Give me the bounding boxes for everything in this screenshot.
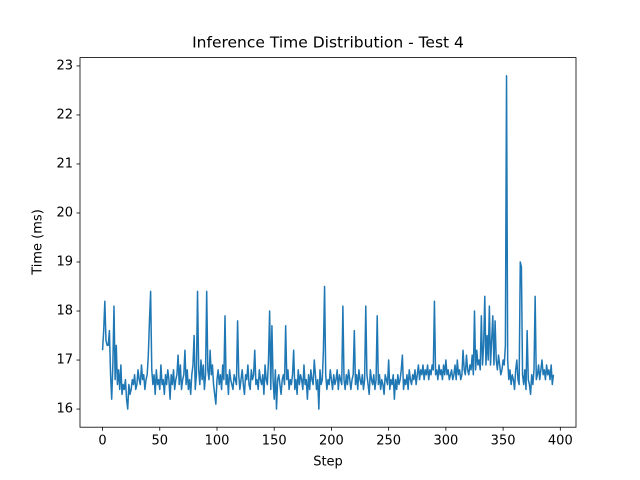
y-tick-label: 20 — [56, 205, 73, 220]
y-axis-label: Time (ms) — [31, 209, 46, 276]
y-tick-label: 21 — [56, 156, 73, 171]
y-tick-label: 23 — [56, 58, 73, 73]
data-line — [101, 74, 555, 410]
x-tick-label: 400 — [548, 434, 573, 449]
x-tick-label: 100 — [205, 434, 230, 449]
x-tick-label: 200 — [319, 434, 344, 449]
y-tick-label: 18 — [56, 304, 73, 319]
y-tick-label: 19 — [56, 255, 73, 270]
x-tick-label: 350 — [491, 434, 516, 449]
x-axis-label: Step — [313, 455, 343, 470]
chart-title: Inference Time Distribution - Test 4 — [192, 34, 464, 52]
x-tick-label: 300 — [433, 434, 458, 449]
x-tick-label: 150 — [262, 434, 287, 449]
y-tick-label: 22 — [56, 107, 73, 122]
x-tick-label: 50 — [151, 434, 168, 449]
x-tick-label: 0 — [98, 434, 106, 449]
axes-frame — [79, 57, 577, 428]
y-tick-label: 16 — [56, 402, 73, 417]
x-tick-label: 250 — [376, 434, 401, 449]
y-tick-label: 17 — [56, 353, 73, 368]
